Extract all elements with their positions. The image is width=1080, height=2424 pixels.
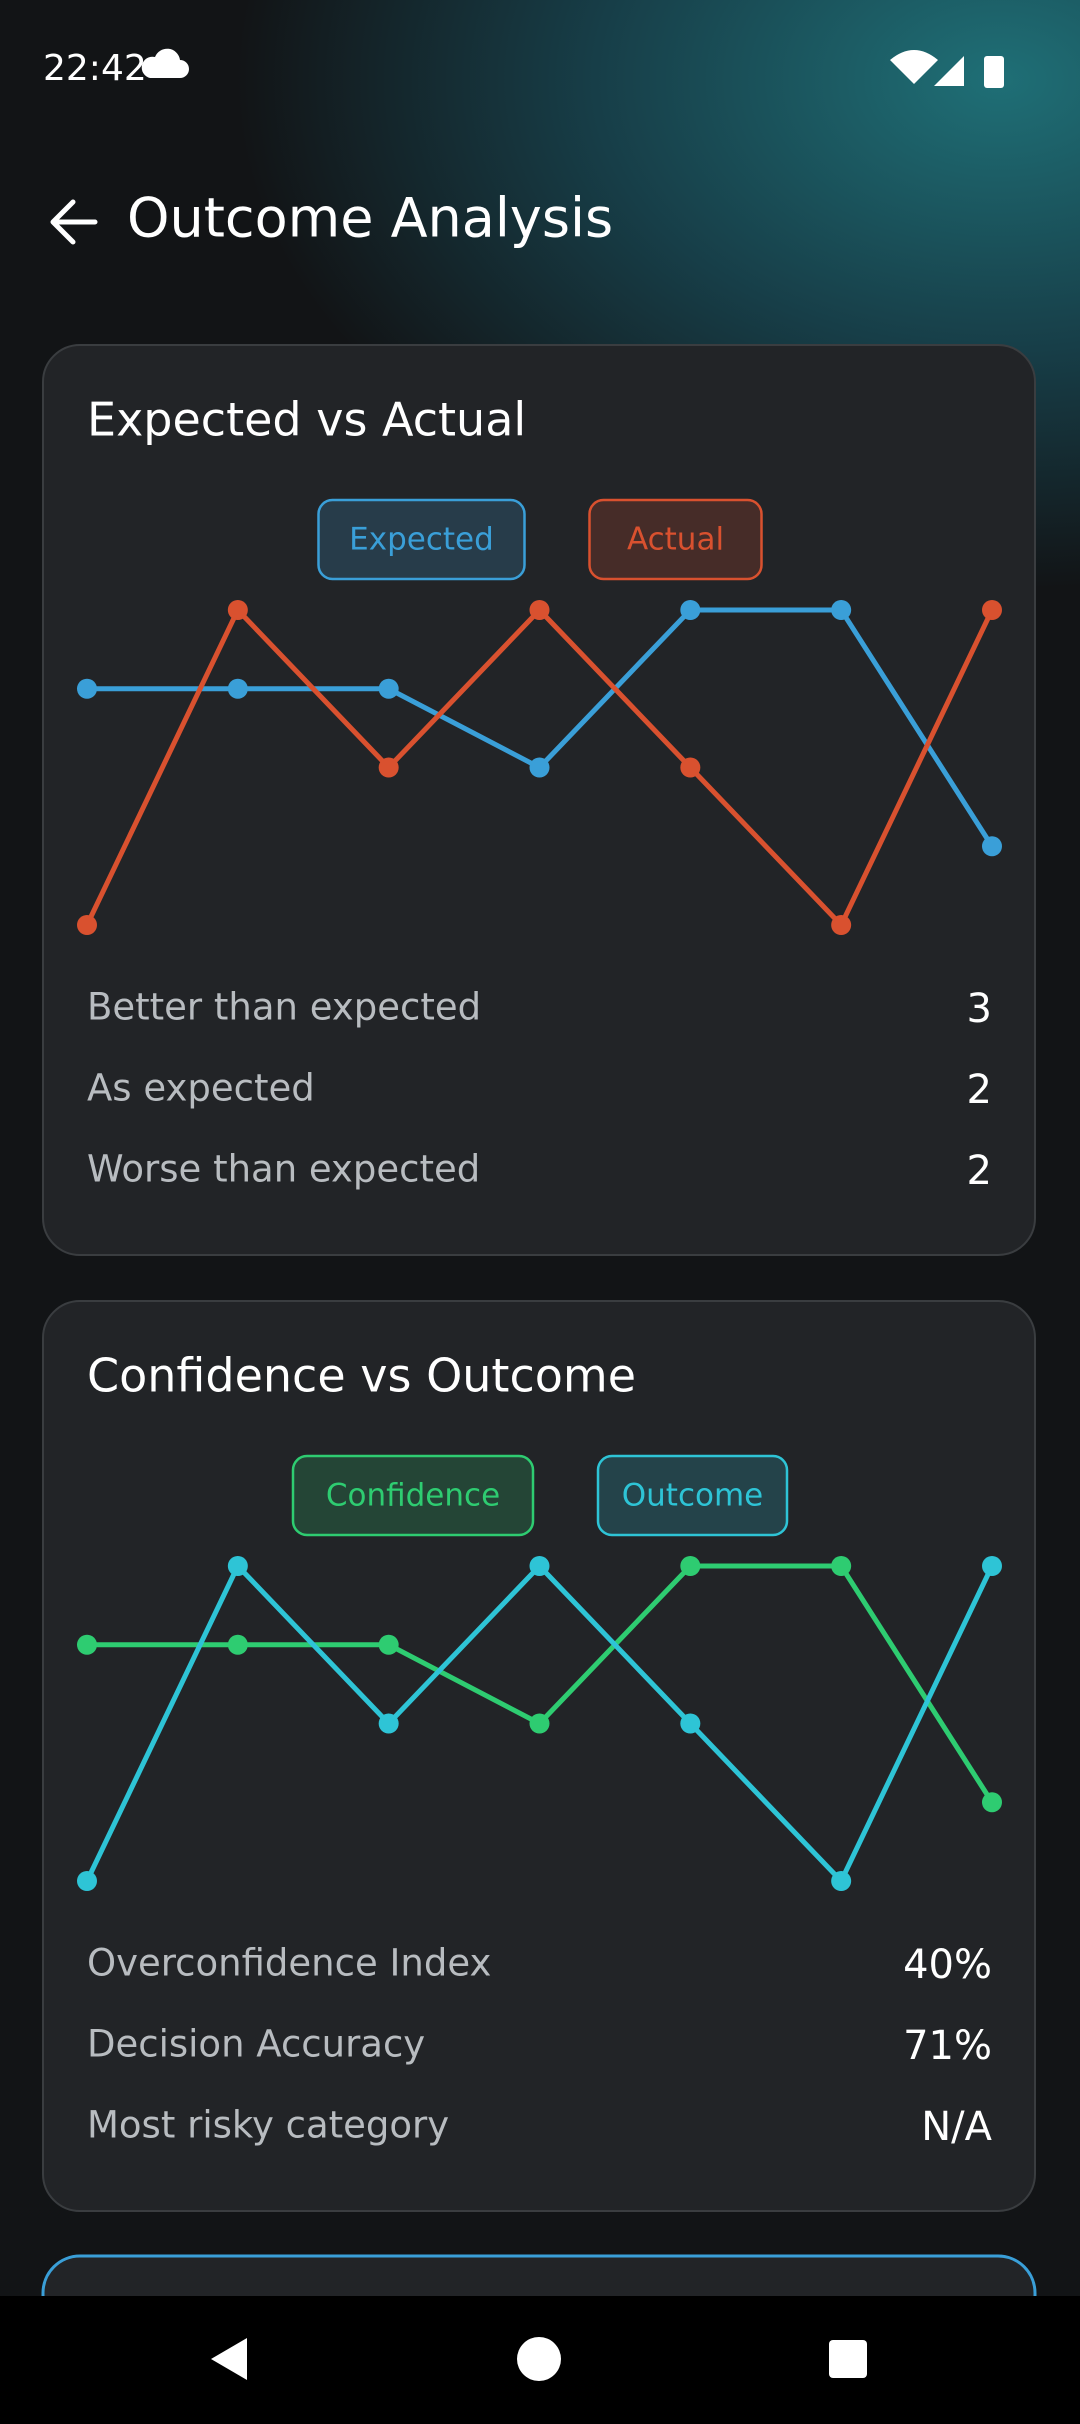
stat-value: 3 bbox=[967, 986, 992, 1032]
legend-label: Confidence bbox=[326, 1478, 500, 1514]
data-point bbox=[982, 1556, 1002, 1576]
data-point bbox=[77, 1871, 97, 1891]
stat-label: Most risky category bbox=[87, 2104, 449, 2147]
stat-label: Overconfidence Index bbox=[87, 1942, 491, 1985]
card-title: Confidence vs Outcome bbox=[87, 1349, 636, 1403]
stat-value: 2 bbox=[967, 1067, 992, 1113]
legend-label: Outcome bbox=[622, 1478, 763, 1514]
signal-icon bbox=[934, 56, 964, 86]
legend-pill bbox=[596, 1454, 789, 1537]
legend-pill bbox=[317, 498, 526, 581]
data-point bbox=[378, 1713, 399, 1734]
data-point bbox=[227, 1556, 248, 1576]
card: Confidence vs Outcome Confidence Outcome Ov… bbox=[42, 1300, 1036, 2212]
stat-label: Better than expected bbox=[87, 986, 481, 1029]
data-point bbox=[680, 1713, 701, 1734]
legend-pill bbox=[588, 498, 763, 581]
data-point bbox=[77, 1634, 97, 1655]
data-point bbox=[529, 1713, 550, 1734]
data-point bbox=[982, 600, 1002, 620]
data-point bbox=[378, 1634, 399, 1655]
data-point bbox=[227, 678, 248, 699]
wifi-icon bbox=[890, 50, 938, 84]
nav-recents[interactable] bbox=[829, 2340, 867, 2378]
data-point bbox=[831, 915, 852, 935]
data-point bbox=[77, 915, 97, 935]
data-point bbox=[227, 1634, 248, 1655]
data-point bbox=[227, 600, 248, 620]
data-point bbox=[378, 678, 399, 699]
data-point bbox=[529, 600, 550, 620]
stat-label: Decision Accuracy bbox=[87, 2023, 425, 2066]
weather-icon bbox=[141, 48, 189, 78]
back-button[interactable] bbox=[50, 199, 98, 245]
status-time: 22:42 bbox=[43, 48, 147, 89]
stat-value: N/A bbox=[921, 2104, 992, 2150]
data-point bbox=[529, 1556, 550, 1576]
stat-value: 2 bbox=[967, 1148, 992, 1194]
data-point bbox=[982, 836, 1002, 857]
data-point bbox=[378, 757, 399, 778]
legend-label: Actual bbox=[627, 522, 724, 558]
card-title: Expected vs Actual bbox=[87, 393, 526, 447]
legend-label: Expected bbox=[349, 522, 494, 558]
stat-value: 40% bbox=[903, 1942, 992, 1988]
legend-pill bbox=[291, 1454, 535, 1537]
data-point bbox=[77, 678, 97, 699]
stat-value: 71% bbox=[903, 2023, 992, 2069]
data-point bbox=[680, 757, 701, 778]
card-bg bbox=[42, 1300, 1036, 2212]
card: Expected vs Actual Expected Actual Better t… bbox=[42, 344, 1036, 1256]
battery-icon bbox=[984, 56, 1004, 88]
data-point bbox=[529, 757, 550, 778]
card-bg bbox=[42, 344, 1036, 1256]
stat-label: Worse than expected bbox=[87, 1148, 480, 1191]
data-point bbox=[680, 1556, 701, 1576]
data-point bbox=[831, 600, 852, 620]
data-point bbox=[680, 600, 701, 620]
nav-back[interactable] bbox=[211, 2338, 247, 2380]
nav-home[interactable] bbox=[517, 2337, 561, 2381]
stat-label: As expected bbox=[87, 1067, 315, 1110]
data-point bbox=[831, 1871, 852, 1891]
data-point bbox=[831, 1556, 852, 1576]
data-point bbox=[982, 1792, 1002, 1813]
page-title: Outcome Analysis bbox=[127, 187, 613, 250]
